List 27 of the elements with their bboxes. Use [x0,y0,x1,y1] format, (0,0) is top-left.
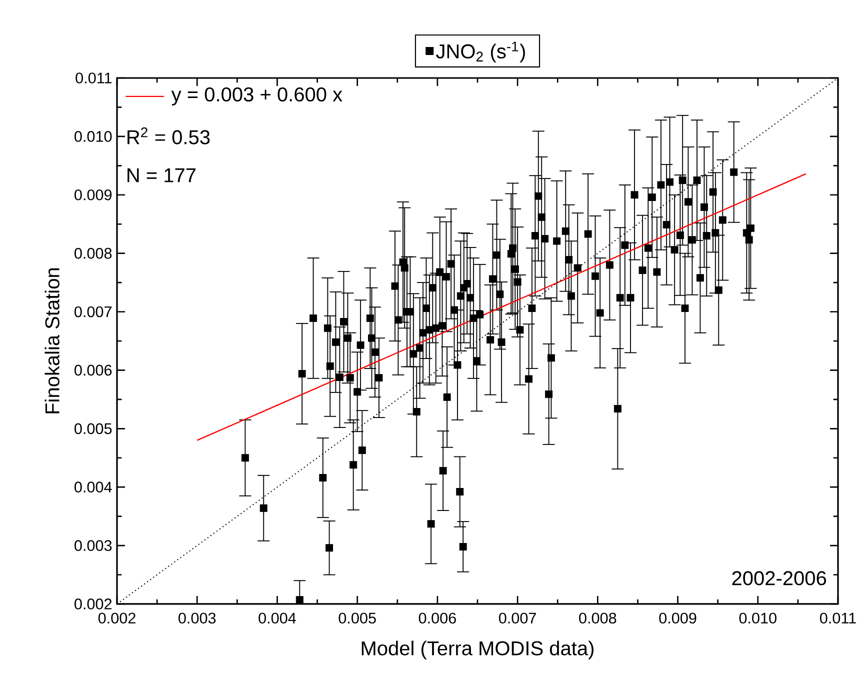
annotation: R$^{2}$ = 0.53 [128,127,210,144]
x-tick-label: 0.009 [659,612,696,624]
x-tick-label: 0.007 [498,612,536,624]
x-axis-title: Model (Terra MODIS data) [362,640,594,660]
x-tick-label: 0.004 [258,612,296,624]
x-tick-label: 0.008 [579,612,616,624]
x-tick-label: 0.006 [418,612,456,624]
y-tick-label: 0.002 [74,598,112,610]
y-axis-title: Finokalia Station [44,268,60,414]
y-tick-label: 0.004 [74,482,112,493]
y-tick-label: 0.007 [74,306,112,318]
y-tick-label: 0.010 [74,131,112,142]
x-tick-label: 0.011 [820,612,856,624]
y-tick-label: 0.009 [74,189,112,200]
y-tick-label: 0.005 [74,423,112,434]
annotation: N = 177 [128,168,196,182]
legend-label: JNO$_{2}$ (s$^{-1}$) [436,42,525,62]
x-tick-label: 0.005 [338,612,376,624]
x-tick-label: 0.003 [178,612,216,624]
annotation: 2002-2006 [732,571,826,586]
y-tick-label: 0.011 [76,72,112,84]
x-tick-label: 0.002 [98,612,136,624]
y-tick-label: 0.008 [74,248,112,259]
y-tick-label: 0.003 [74,540,112,551]
y-tick-label: 0.006 [74,364,112,376]
legend-label: y = 0.003 + 0.600 x [171,87,342,106]
x-tick-label: 0.010 [739,612,776,624]
